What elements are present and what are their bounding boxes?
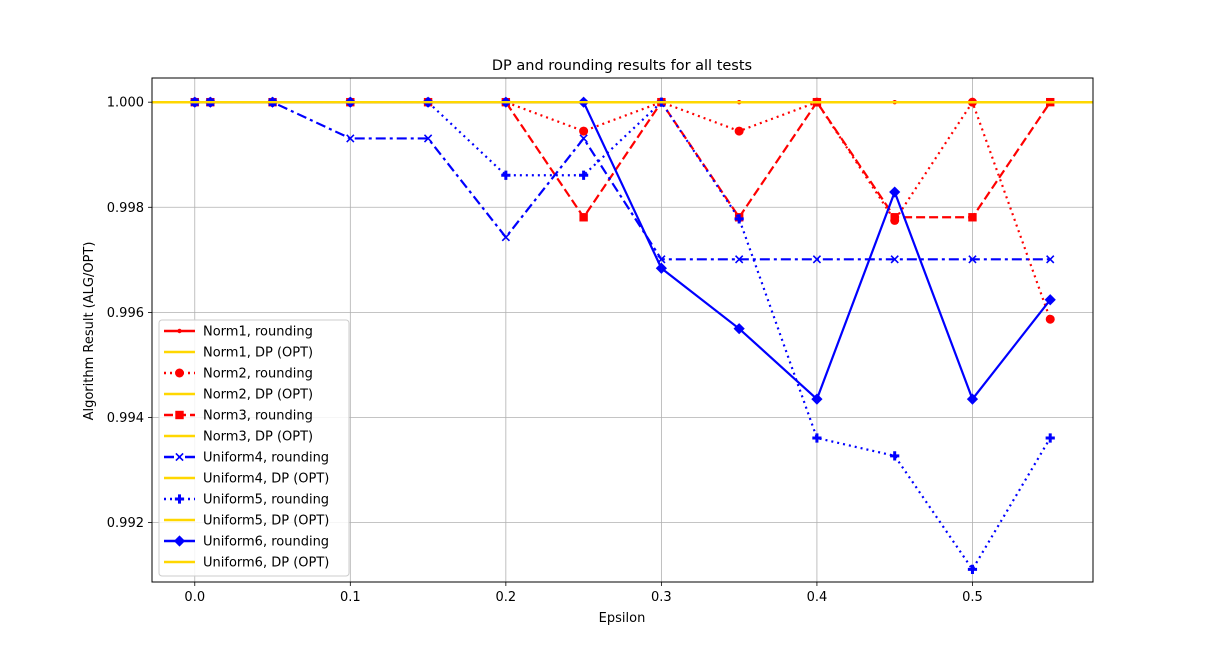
- data-point: [346, 134, 355, 143]
- legend-label: Uniform5, DP (OPT): [203, 514, 329, 529]
- legend-label: Norm3, rounding: [203, 409, 313, 424]
- y-axis: 0.992 0.994 0.996 0.998 1.000: [107, 96, 152, 531]
- data-point: [967, 564, 978, 574]
- legend-marker: [175, 452, 184, 462]
- legend-entry: Uniform6, DP (OPT): [164, 556, 329, 571]
- x-tick-label: 0.2: [496, 590, 517, 605]
- data-point: [889, 186, 901, 198]
- y-tick-label: 0.994: [107, 411, 144, 426]
- data-point: [966, 393, 979, 405]
- data-point: [890, 255, 899, 264]
- legend-label: Norm2, DP (OPT): [203, 388, 313, 403]
- axes-frame: [151, 77, 1094, 583]
- legend-entry: Norm2, rounding: [164, 367, 313, 382]
- x-tick-label: 0.0: [184, 590, 205, 605]
- data-point: [579, 213, 588, 222]
- data-point: [812, 255, 822, 264]
- data-point: [501, 233, 511, 242]
- legend-label: Uniform4, rounding: [203, 451, 329, 466]
- data-point: [1046, 255, 1055, 264]
- legend-entry: Norm2, DP (OPT): [164, 388, 313, 403]
- legend-marker: [174, 494, 185, 504]
- legend-label: Norm2, rounding: [203, 367, 313, 382]
- data-point: [812, 433, 822, 443]
- y-tick-label: 0.992: [107, 516, 144, 531]
- x-tick-label: 0.3: [651, 590, 672, 605]
- x-axis: 0.0 0.1 0.2 0.3 0.4 0.5: [184, 582, 983, 605]
- legend-entry: Norm3, rounding: [164, 409, 313, 424]
- chart-title: DP and rounding results for all tests: [492, 58, 752, 74]
- x-tick-label: 0.4: [807, 590, 828, 605]
- legend-label: Norm1, DP (OPT): [203, 346, 313, 361]
- plot-area: [152, 96, 1093, 574]
- legend-entry: Uniform5, rounding: [164, 493, 329, 508]
- legend-label: Norm3, DP (OPT): [203, 430, 313, 445]
- data-point: [968, 255, 977, 264]
- y-axis-label: Algorithm Result (ALG/OPT): [82, 242, 97, 421]
- legend-marker: [173, 535, 186, 547]
- x-tick-label: 0.5: [962, 590, 983, 605]
- data-point: [890, 451, 900, 461]
- legend-label: Uniform5, rounding: [203, 493, 329, 508]
- data-point: [968, 213, 977, 222]
- legend-entry: Norm1, rounding: [164, 325, 313, 340]
- y-tick-label: 0.996: [107, 306, 144, 321]
- legend-label: Uniform4, DP (OPT): [203, 472, 329, 487]
- y-tick-label: 1.000: [107, 96, 144, 111]
- legend-label: Norm1, rounding: [203, 325, 313, 340]
- data-point: [1045, 314, 1055, 324]
- data-point: [655, 262, 667, 274]
- y-tick-label: 0.998: [107, 201, 144, 216]
- data-point: [1044, 294, 1056, 306]
- data-point: [734, 255, 744, 264]
- data-point: [734, 214, 744, 224]
- x-tick-label: 0.1: [340, 590, 361, 605]
- legend-box: [158, 319, 350, 577]
- legend-marker: [175, 410, 184, 420]
- legend: Norm1, rounding Norm1, DP (OPT) Norm2, rou…: [158, 319, 350, 577]
- legend-entry: Norm3, DP (OPT): [164, 430, 313, 445]
- data-point: [579, 170, 589, 180]
- legend-entry: Uniform4, DP (OPT): [164, 472, 329, 487]
- data-point: [579, 134, 588, 143]
- legend-label: Uniform6, DP (OPT): [203, 556, 329, 571]
- data-point: [579, 126, 589, 136]
- legend-entry: Uniform4, rounding: [164, 451, 329, 466]
- legend-marker: [175, 368, 184, 378]
- data-point: [1045, 433, 1055, 443]
- legend-entry: Uniform5, DP (OPT): [164, 514, 329, 529]
- data-point: [890, 213, 899, 222]
- data-point: [423, 134, 433, 143]
- x-axis-label: Epsilon: [599, 611, 646, 626]
- legend-entry: Uniform6, rounding: [164, 535, 329, 550]
- data-point: [501, 170, 511, 180]
- data-point: [733, 323, 745, 335]
- data-point: [811, 393, 823, 405]
- legend-entry: Norm1, DP (OPT): [164, 346, 313, 361]
- legend-marker: [177, 328, 182, 334]
- data-point: [734, 126, 744, 136]
- legend-label: Uniform6, rounding: [203, 535, 329, 550]
